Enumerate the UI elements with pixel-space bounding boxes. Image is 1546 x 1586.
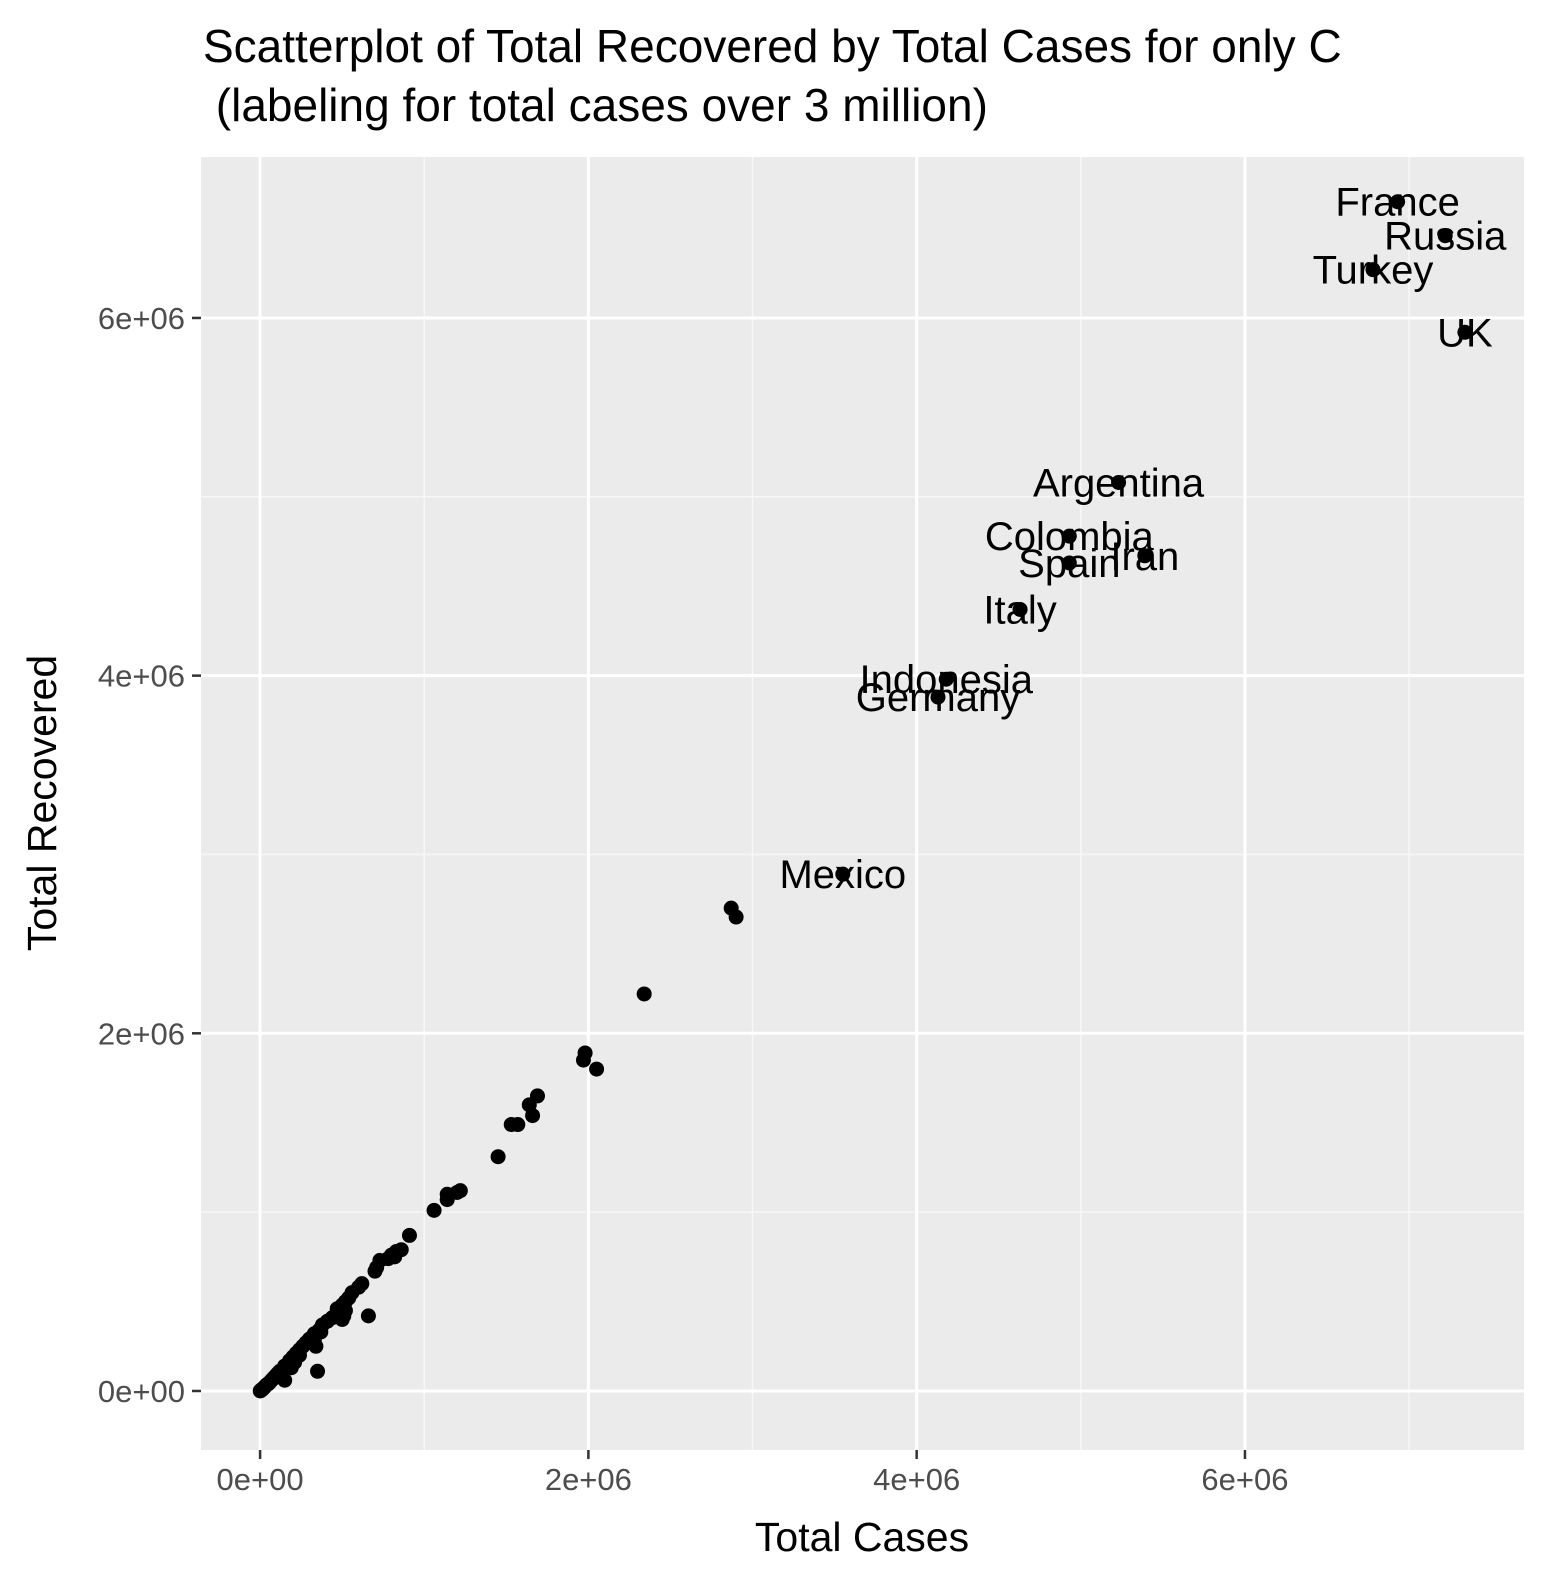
point-label: Turkey — [1313, 249, 1434, 293]
point-label: UK — [1437, 311, 1493, 355]
data-point — [360, 1308, 376, 1324]
point-label: Spain — [1018, 542, 1120, 586]
grid-minor — [201, 157, 1524, 1450]
data-point — [1111, 474, 1127, 490]
plot-panel — [201, 157, 1524, 1450]
data-point — [835, 866, 851, 882]
point-label: Colombia — [985, 515, 1155, 559]
grid-major — [201, 157, 1524, 1450]
x-axis: 0e+00 2e+06 4e+06 6e+06 — [217, 1450, 1288, 1497]
data-points — [252, 194, 1473, 1399]
data-point — [1437, 228, 1453, 244]
point-label: Russia — [1384, 215, 1507, 259]
point-label: Italy — [983, 588, 1056, 632]
data-point — [1061, 528, 1077, 544]
chart-title: Scatterplot of Total Recovered by Total … — [203, 20, 1342, 131]
chart-title-line-2: (labeling for total cases over 3 million… — [203, 79, 988, 131]
data-point — [310, 1363, 326, 1379]
y-tick-label: 6e+06 — [98, 301, 185, 336]
y-tick-label: 0e+00 — [98, 1374, 185, 1409]
point-label: Mexico — [779, 853, 906, 897]
data-point — [367, 1263, 383, 1279]
data-point — [277, 1372, 293, 1388]
data-point — [1457, 324, 1473, 340]
point-label: Iran — [1110, 535, 1179, 579]
data-point — [575, 1052, 591, 1068]
x-axis-title: Total Cases — [755, 1514, 969, 1560]
x-tick-label: 4e+06 — [873, 1462, 960, 1497]
data-point — [308, 1338, 324, 1354]
data-point — [490, 1149, 506, 1165]
data-point — [1137, 548, 1153, 564]
y-tick-label: 4e+06 — [98, 659, 185, 694]
point-label: France — [1335, 181, 1460, 225]
point-label: Indonesia — [859, 658, 1033, 702]
data-point — [1061, 555, 1077, 571]
data-point — [525, 1108, 541, 1124]
data-point — [1390, 194, 1406, 210]
data-point — [1012, 601, 1028, 617]
chart-title-line-1: Scatterplot of Total Recovered by Total … — [203, 20, 1342, 72]
data-point — [439, 1192, 455, 1208]
point-label: Argentina — [1033, 461, 1205, 505]
x-tick-label: 0e+00 — [217, 1462, 304, 1497]
y-tick-label: 2e+06 — [98, 1016, 185, 1051]
point-label: Germany — [856, 676, 1021, 720]
y-axis: 0e+00 2e+06 4e+06 6e+06 — [98, 301, 201, 1409]
data-point — [1365, 262, 1381, 278]
data-point — [252, 1383, 268, 1399]
data-point — [930, 689, 946, 705]
data-point — [334, 1311, 350, 1327]
data-point — [636, 986, 652, 1002]
data-point — [426, 1202, 442, 1218]
data-point — [938, 671, 954, 687]
data-point — [728, 909, 744, 925]
x-tick-label: 2e+06 — [545, 1462, 632, 1497]
x-tick-label: 6e+06 — [1201, 1462, 1288, 1497]
data-point — [401, 1227, 417, 1243]
data-point — [589, 1061, 605, 1077]
y-axis-title: Total Recovered — [19, 655, 65, 951]
data-point — [510, 1117, 526, 1133]
